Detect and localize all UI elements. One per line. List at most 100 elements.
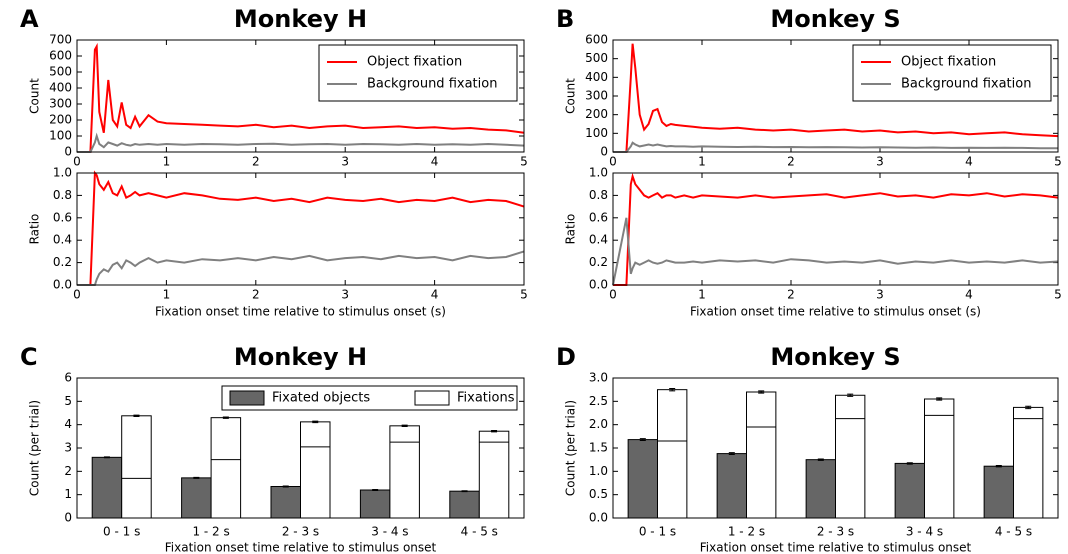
plot-frame <box>612 377 1059 519</box>
x-tick-label: 4 <box>965 155 973 169</box>
x-tick-label: 5 <box>1054 155 1062 169</box>
bar <box>389 425 420 519</box>
bar <box>894 462 926 519</box>
x-tick-label: 2 - 3 s <box>282 525 319 539</box>
error-bar <box>817 458 824 461</box>
series-line <box>613 172 1059 286</box>
y-tick-label: 5 <box>64 394 72 408</box>
y-tick-label: 1.0 <box>53 166 72 180</box>
y-tick-label: 0.8 <box>589 188 608 202</box>
error-bar <box>103 456 110 459</box>
error-bar <box>758 390 765 394</box>
x-axis-label: Fixation onset time relative to stimulus… <box>700 541 972 554</box>
x-tick-label: 4 - 5 s <box>461 525 498 539</box>
y-tick-label: 2.5 <box>589 394 608 408</box>
error-bar <box>936 397 943 401</box>
y-tick-label: 600 <box>585 33 608 47</box>
y-tick-label: 0 <box>600 145 608 159</box>
x-tick-label: 1 <box>163 288 171 302</box>
bar <box>835 394 866 519</box>
bar <box>359 489 391 519</box>
bar <box>181 477 212 519</box>
x-tick-label: 2 <box>787 288 795 302</box>
legend-label: Background fixation <box>901 77 1031 92</box>
y-tick-label: 1 <box>64 487 72 501</box>
y-tick-label: 2 <box>64 464 72 478</box>
x-tick-label: 3 - 4 s <box>371 525 408 539</box>
x-tick-label: 0 - 1 s <box>103 525 140 539</box>
bar <box>300 421 331 519</box>
y-tick-label: 0.2 <box>53 255 72 269</box>
y-tick-label: 0.0 <box>589 511 608 525</box>
bar <box>657 389 688 519</box>
x-tick-label: 3 <box>876 288 884 302</box>
y-tick-label: 3.0 <box>589 371 608 385</box>
y-tick-label: 400 <box>585 70 608 84</box>
bar <box>716 453 748 519</box>
series-line <box>613 141 1058 153</box>
series-line <box>77 132 525 153</box>
y-tick-label: 1.0 <box>589 464 608 478</box>
legend-box <box>221 385 518 411</box>
y-tick-label: 3 <box>64 441 72 455</box>
bar <box>924 398 955 519</box>
x-axis-label: Fixation onset time relative to stimulus… <box>165 541 437 554</box>
legend-box <box>852 44 1052 102</box>
chart-title: Monkey H <box>234 5 367 33</box>
x-tick-label: 5 <box>1054 288 1062 302</box>
x-axis-label: Fixation onset time relative to stimulus… <box>155 305 446 319</box>
y-tick-label: 4 <box>64 417 72 431</box>
error-bar <box>847 393 854 397</box>
error-bar <box>1025 405 1032 410</box>
x-tick-label: 2 <box>787 155 795 169</box>
y-tick-label: 100 <box>585 126 608 140</box>
y-tick-label: 500 <box>49 65 72 79</box>
x-tick-label: 5 <box>520 155 528 169</box>
error-bar <box>372 489 379 491</box>
bar <box>983 465 1015 519</box>
y-tick-label: 1.5 <box>589 441 608 455</box>
plot-frame <box>76 172 525 286</box>
error-bar <box>728 452 735 456</box>
y-tick-label: 6 <box>64 371 72 385</box>
plot-frame <box>76 39 525 153</box>
x-tick-label: 3 <box>341 155 349 169</box>
y-tick-label: 0.4 <box>589 233 608 247</box>
x-tick-label: 0 <box>609 288 617 302</box>
error-bar <box>995 465 1002 468</box>
y-tick-label: 0.0 <box>53 278 72 292</box>
legend-label: Fixations <box>457 391 515 406</box>
error-bar <box>133 414 140 417</box>
x-tick-label: 4 - 5 s <box>995 525 1032 539</box>
bar <box>478 430 510 519</box>
y-tick-label: 0 <box>64 145 72 159</box>
y-axis-label: Ratio <box>564 214 578 245</box>
panel-label: C <box>20 343 38 371</box>
plot-frame <box>612 39 1059 153</box>
x-tick-label: 4 <box>965 288 973 302</box>
y-axis-label: Ratio <box>28 214 42 245</box>
panel-label: A <box>20 5 39 33</box>
y-axis-label: Count <box>564 78 578 114</box>
x-tick-label: 0 <box>73 288 81 302</box>
y-tick-label: 0.4 <box>53 233 72 247</box>
y-tick-label: 600 <box>49 49 72 63</box>
legend-label: Object fixation <box>367 55 462 70</box>
legend-swatch <box>229 390 265 406</box>
y-tick-label: 100 <box>49 129 72 143</box>
x-tick-label: 1 - 2 s <box>728 525 765 539</box>
y-tick-label: 300 <box>585 89 608 103</box>
legend-label: Fixated objects <box>272 391 370 406</box>
y-tick-label: 0.5 <box>589 487 608 501</box>
error-bar <box>491 430 498 433</box>
series-line <box>612 217 1059 286</box>
bar <box>210 417 242 519</box>
bar <box>627 439 659 519</box>
chart-title: Monkey S <box>770 343 900 371</box>
error-bar <box>639 438 646 442</box>
error-bar <box>282 485 289 488</box>
error-bar <box>193 476 200 479</box>
y-tick-label: 400 <box>49 81 72 95</box>
error-bar <box>906 462 913 465</box>
